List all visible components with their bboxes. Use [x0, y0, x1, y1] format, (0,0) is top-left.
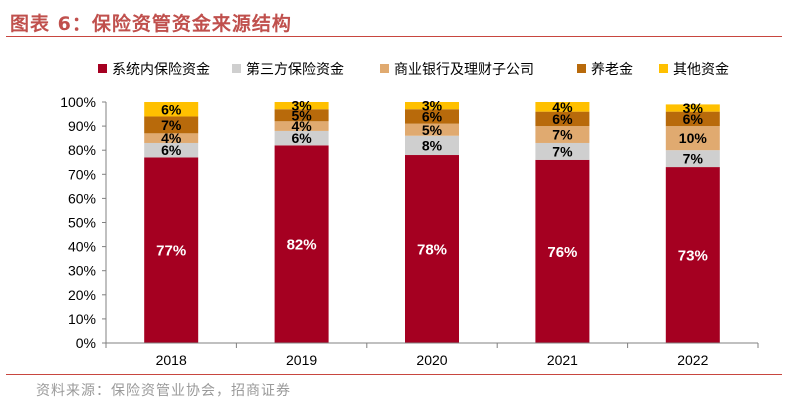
data-label: 7%: [552, 127, 573, 143]
bar-segment: [144, 133, 199, 143]
bar-segment: [405, 123, 459, 136]
legend-swatch-1: [98, 64, 107, 73]
x-tick-label: 2021: [547, 352, 578, 368]
bar-segment: [535, 126, 590, 143]
bar-segment: [144, 116, 199, 134]
data-label: 4%: [161, 130, 182, 146]
bar-segment: [274, 121, 329, 131]
data-label: 82%: [287, 237, 317, 254]
bar-segment: [405, 155, 459, 343]
data-label: 7%: [683, 151, 704, 167]
legend-label-5: 其他资金: [673, 62, 729, 78]
y-tick-label: 80%: [68, 142, 96, 158]
legend: 系统内保险资金 第三方保险资金 商业银行及理财子公司 养老金 其他资金: [98, 61, 729, 78]
x-axis: 2018 2019 2020 2021 2022: [105, 342, 759, 368]
data-label: 3%: [683, 100, 704, 116]
y-tick-label: 90%: [68, 118, 96, 134]
bar-stack-2020: 78% 8%5%6%3%: [405, 98, 459, 343]
data-label: 7%: [552, 143, 573, 159]
bar-segment: [665, 104, 720, 112]
data-label: 7%: [161, 117, 182, 133]
bar-segment: [144, 142, 199, 158]
data-label: 4%: [552, 99, 573, 115]
bar-segment: [535, 142, 590, 160]
data-label: 5%: [422, 122, 443, 138]
data-label: 6%: [422, 109, 443, 125]
bar-segment: [405, 135, 459, 156]
top-rule: [6, 36, 782, 37]
bar-segment: [535, 111, 590, 127]
x-tick-label: 2020: [416, 352, 447, 368]
bar-stack-2018: 77%6%4%7%6%: [144, 101, 199, 343]
data-label: 3%: [291, 98, 312, 114]
x-tick-label: 2018: [156, 352, 187, 368]
y-tick-label: 70%: [68, 166, 96, 182]
bar-stack-2021: 76%7%7%6%4%: [535, 99, 590, 343]
bar-segment: [665, 150, 720, 168]
bar-segment: [535, 159, 590, 343]
bar-segment: [405, 102, 459, 110]
bar-segment: [665, 126, 720, 151]
bar-segment: [665, 111, 720, 127]
bottom-rule: [6, 374, 782, 375]
bar-segment: [274, 130, 329, 146]
data-label: 3%: [422, 98, 443, 114]
bar-stack-2022: 73% 7% 10% 6%3%: [665, 100, 720, 343]
legend-swatch-3: [380, 64, 389, 73]
data-label: 6%: [161, 142, 182, 158]
y-tick-label: 0%: [76, 335, 96, 351]
legend-label-1: 系统内保险资金: [112, 62, 210, 78]
y-tick-label: 20%: [68, 287, 96, 303]
y-tick-label: 50%: [68, 215, 96, 231]
x-tick-label: 2022: [677, 352, 708, 368]
data-label: 6%: [291, 130, 312, 146]
legend-swatch-4: [577, 64, 586, 73]
legend-label-4: 养老金: [591, 62, 633, 78]
y-axis: 0% 10% 20% 30% 40% 50% 60% 70% 80% 90% 100%: [60, 94, 107, 351]
data-label: 6%: [161, 101, 182, 117]
bar-segment: [405, 109, 459, 124]
legend-swatch-2: [232, 64, 241, 73]
data-label: 6%: [552, 111, 573, 127]
legend-swatch-5: [659, 64, 668, 73]
data-label: 8%: [422, 137, 443, 153]
y-tick-label: 60%: [68, 190, 96, 206]
data-label: 4%: [291, 118, 312, 134]
data-label: 5%: [291, 107, 312, 123]
data-label: 10%: [679, 130, 708, 146]
bar-segment: [274, 102, 329, 110]
source-note: 资料来源：保险资管业协会，招商证券: [36, 383, 291, 399]
bar-segment: [274, 145, 329, 343]
legend-label-3: 商业银行及理财子公司: [394, 62, 534, 78]
data-label: 73%: [678, 247, 708, 264]
bar-segment: [144, 102, 199, 117]
legend-label-2: 第三方保险资金: [246, 61, 344, 78]
bar-segment: [144, 157, 199, 343]
y-tick-label: 40%: [68, 239, 96, 255]
bar-stack-2019: 82% 6%4%5%3%: [274, 98, 329, 343]
bars: 77%6%4%7%6%82%6%4%5%3%78%8%5%6%3%76%7%7%…: [144, 98, 720, 343]
bar-segment: [274, 109, 329, 122]
bar-segment: [665, 167, 720, 343]
data-label: 78%: [417, 241, 447, 258]
data-label: 77%: [156, 243, 186, 260]
x-tick-label: 2019: [286, 352, 317, 368]
data-label: 76%: [547, 244, 577, 261]
y-tick-label: 10%: [68, 311, 96, 327]
figure-title: 图表 6：保险资管资金来源结构: [10, 13, 292, 35]
y-tick-label: 100%: [60, 94, 96, 110]
data-label: 6%: [683, 111, 704, 127]
y-tick-label: 30%: [68, 263, 96, 279]
bar-segment: [535, 102, 590, 112]
